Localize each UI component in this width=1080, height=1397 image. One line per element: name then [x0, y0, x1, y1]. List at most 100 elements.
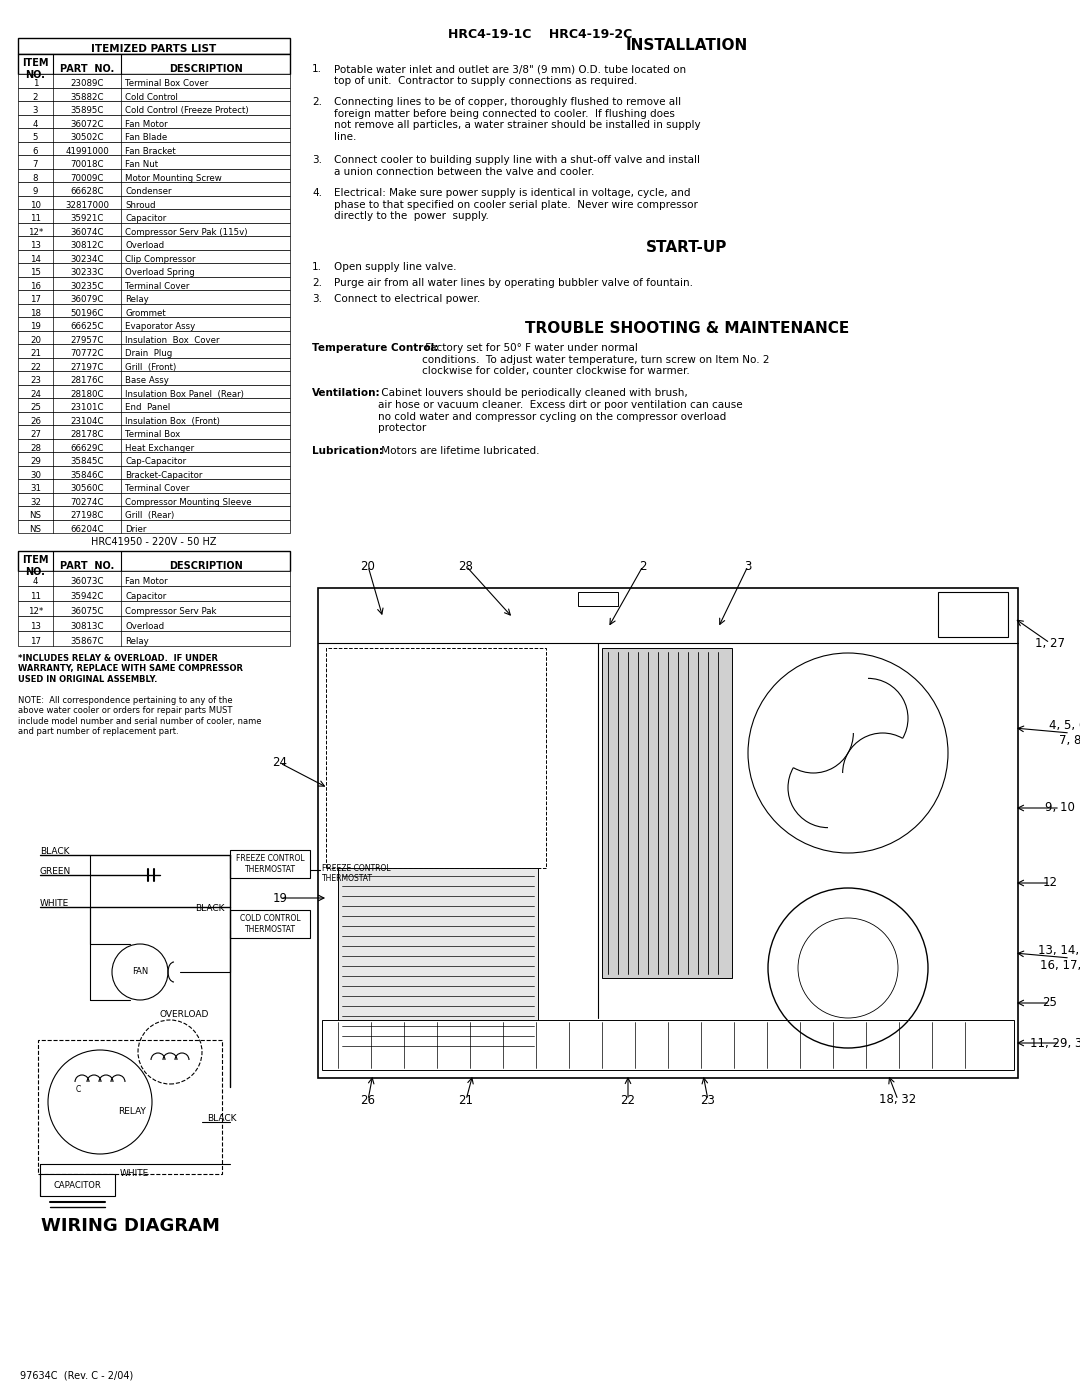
Text: 7: 7 — [32, 161, 38, 169]
Bar — [602, 648, 732, 978]
Text: 35921C: 35921C — [70, 214, 104, 224]
Text: 1: 1 — [32, 80, 38, 88]
Text: 11, 29, 30: 11, 29, 30 — [1030, 1037, 1080, 1049]
Text: Lubrication:: Lubrication: — [312, 447, 383, 457]
Text: 1, 27: 1, 27 — [1035, 637, 1065, 650]
Text: 97634C  (Rev. C - 2/04): 97634C (Rev. C - 2/04) — [21, 1370, 133, 1380]
Text: 12*: 12* — [28, 608, 43, 616]
Bar — [18, 169, 291, 182]
Text: Terminal Box Cover: Terminal Box Cover — [125, 80, 208, 88]
Bar — [18, 585, 291, 601]
Text: Cabinet louvers should be periodically cleaned with brush,
air hose or vacuum cl: Cabinet louvers should be periodically c… — [378, 388, 743, 433]
Text: Ventilation:: Ventilation: — [312, 388, 380, 398]
Text: Purge air from all water lines by operating bubbler valve of fountain.: Purge air from all water lines by operat… — [334, 278, 693, 288]
Text: WHITE: WHITE — [120, 1169, 149, 1178]
Text: Compressor Serv Pak (115v): Compressor Serv Pak (115v) — [125, 228, 247, 236]
Text: 4, 5, 6,
7, 8: 4, 5, 6, 7, 8 — [1050, 719, 1080, 747]
Text: ITEM
NO.: ITEM NO. — [23, 555, 49, 577]
Text: 32817000: 32817000 — [65, 201, 109, 210]
Text: Open supply line valve.: Open supply line valve. — [334, 261, 457, 271]
Bar — [18, 182, 291, 196]
Text: DESCRIPTION: DESCRIPTION — [168, 562, 242, 571]
Bar — [18, 398, 291, 412]
Bar — [318, 588, 1018, 1078]
Bar — [326, 648, 546, 868]
Text: CAPACITOR: CAPACITOR — [54, 1180, 102, 1189]
Bar — [18, 317, 291, 331]
Bar — [18, 571, 291, 585]
Text: Grill  (Rear): Grill (Rear) — [125, 511, 174, 520]
Text: Relay: Relay — [125, 637, 149, 645]
Text: Condenser: Condenser — [125, 187, 172, 196]
Text: WHITE: WHITE — [40, 900, 69, 908]
Text: 25: 25 — [30, 404, 41, 412]
Text: Insulation Box Panel  (Rear): Insulation Box Panel (Rear) — [125, 390, 244, 398]
Text: Evaporator Assy: Evaporator Assy — [125, 323, 195, 331]
Text: 11: 11 — [30, 214, 41, 224]
Text: 21: 21 — [459, 1094, 473, 1106]
Text: 35846C: 35846C — [70, 471, 104, 479]
Text: 17: 17 — [30, 295, 41, 305]
Text: 12: 12 — [1042, 876, 1057, 890]
Text: Motor Mounting Screw: Motor Mounting Screw — [125, 173, 221, 183]
Text: 28: 28 — [30, 444, 41, 453]
Text: FAN: FAN — [132, 968, 148, 977]
Text: Overload: Overload — [125, 242, 164, 250]
Text: Terminal Cover: Terminal Cover — [125, 485, 189, 493]
Text: Drain  Plug: Drain Plug — [125, 349, 172, 358]
Text: 23089C: 23089C — [70, 80, 104, 88]
Text: Relay: Relay — [125, 295, 149, 305]
Text: 1.: 1. — [312, 64, 322, 74]
Text: 20: 20 — [30, 335, 41, 345]
Text: FREEZE CONTROL
THERMOSTAT: FREEZE CONTROL THERMOSTAT — [235, 855, 305, 873]
Bar — [18, 210, 291, 222]
Bar — [18, 520, 291, 534]
Bar — [18, 601, 291, 616]
Bar — [18, 372, 291, 384]
Text: WIRING DIAGRAM: WIRING DIAGRAM — [41, 1217, 219, 1235]
Text: Potable water inlet and outlet are 3/8" (9 mm) O.D. tube located on
top of unit.: Potable water inlet and outlet are 3/8" … — [334, 64, 686, 85]
Bar — [18, 141, 291, 155]
Text: Motors are lifetime lubricated.: Motors are lifetime lubricated. — [378, 447, 540, 457]
Text: START-UP: START-UP — [646, 239, 728, 254]
Text: PART  NO.: PART NO. — [59, 64, 114, 74]
Bar — [18, 550, 291, 571]
Bar — [18, 616, 291, 631]
Text: 3.: 3. — [312, 155, 322, 165]
Text: Cold Control (Freeze Protect): Cold Control (Freeze Protect) — [125, 106, 248, 115]
Text: 9, 10: 9, 10 — [1045, 802, 1075, 814]
Text: 26: 26 — [30, 416, 41, 426]
Text: 23: 23 — [701, 1094, 715, 1106]
Text: BLACK: BLACK — [207, 1113, 237, 1123]
Text: Cap-Capacitor: Cap-Capacitor — [125, 457, 186, 467]
Text: Compressor Serv Pak: Compressor Serv Pak — [125, 608, 216, 616]
Bar — [230, 909, 310, 937]
Text: 29: 29 — [30, 457, 41, 467]
Bar — [18, 222, 291, 236]
Bar — [18, 631, 291, 645]
Text: 23101C: 23101C — [70, 404, 104, 412]
Text: Connect to electrical power.: Connect to electrical power. — [334, 295, 481, 305]
Text: 17: 17 — [30, 637, 41, 645]
Text: 23104C: 23104C — [70, 416, 104, 426]
Text: DESCRIPTION: DESCRIPTION — [168, 64, 242, 74]
Text: 66204C: 66204C — [70, 525, 104, 534]
Bar — [38, 1039, 222, 1173]
Text: 35895C: 35895C — [70, 106, 104, 115]
Text: 66625C: 66625C — [70, 323, 104, 331]
Text: 12*: 12* — [28, 228, 43, 236]
Bar — [18, 384, 291, 398]
Bar — [18, 303, 291, 317]
Text: 10: 10 — [30, 201, 41, 210]
Bar — [18, 54, 291, 74]
Text: INSTALLATION: INSTALLATION — [626, 38, 748, 53]
Text: 15: 15 — [30, 268, 41, 277]
Bar — [18, 129, 291, 141]
Text: NOTE:  All correspondence pertaining to any of the
above water cooler or orders : NOTE: All correspondence pertaining to a… — [18, 696, 261, 736]
Text: 27197C: 27197C — [70, 363, 104, 372]
Bar — [18, 38, 291, 54]
Text: 30560C: 30560C — [70, 485, 104, 493]
Text: NS: NS — [29, 511, 41, 520]
Text: 13, 14, 15,
16, 17, 31: 13, 14, 15, 16, 17, 31 — [1038, 944, 1080, 972]
Text: 21: 21 — [30, 349, 41, 358]
